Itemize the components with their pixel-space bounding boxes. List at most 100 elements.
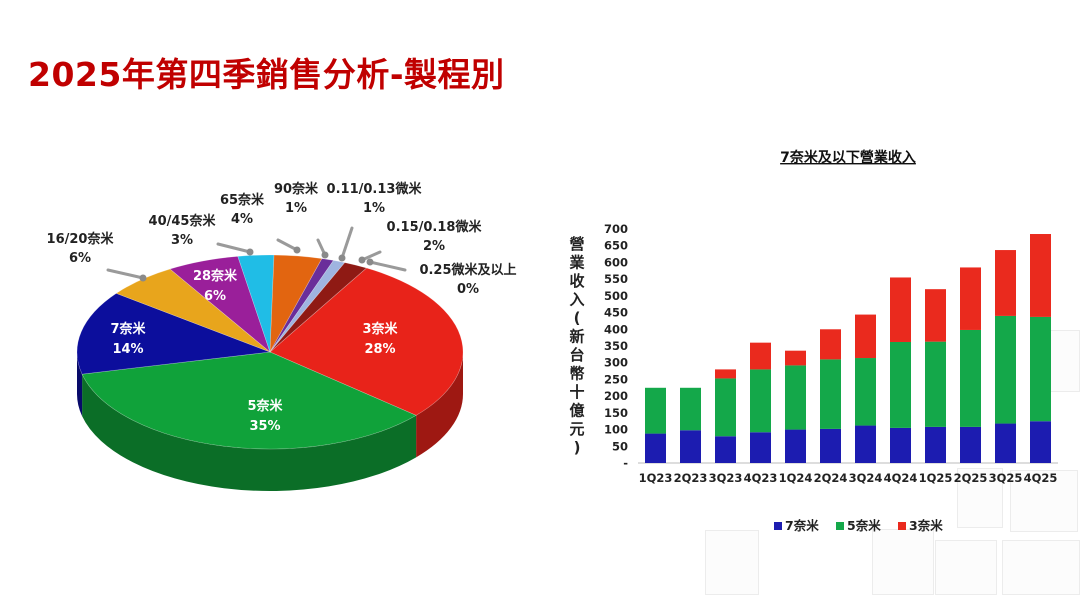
y-tick-label: 400 xyxy=(604,322,628,336)
pie-label-name: 28奈米 xyxy=(193,268,238,284)
x-tick-label: 4Q24 xyxy=(884,471,918,485)
y-axis-label-char: 十 xyxy=(569,383,584,401)
background-tile xyxy=(705,530,759,595)
bar-segment-7奈米-1Q25 xyxy=(925,426,946,463)
pie-label-name: 3奈米 xyxy=(362,321,398,337)
bar-segment-5奈米-3Q24 xyxy=(855,358,876,426)
bar-segment-5奈米-4Q25 xyxy=(1030,316,1051,422)
bar-segment-3奈米-3Q24 xyxy=(855,314,876,359)
background-tile xyxy=(957,468,1003,528)
pie-slice-0.15/0.18微米 xyxy=(269,262,368,353)
bar-segment-7奈米-3Q23 xyxy=(715,436,736,463)
bar-segment-3奈米-2Q25 xyxy=(960,267,981,330)
y-tick-label: 350 xyxy=(604,339,628,353)
y-tick-label: 200 xyxy=(604,389,628,403)
y-tick-label: 550 xyxy=(604,272,628,286)
leader-line xyxy=(216,242,252,254)
bar-segment-5奈米-2Q25 xyxy=(960,329,981,427)
pie-label-name: 40/45奈米 xyxy=(149,213,217,229)
bar-segment-5奈米-3Q23 xyxy=(715,378,736,437)
legend-swatch-5奈米 xyxy=(836,522,844,530)
bar-segment-5奈米-1Q25 xyxy=(925,341,946,427)
x-tick-label: 1Q24 xyxy=(779,471,813,485)
pie-label-percent: 6% xyxy=(69,251,91,266)
y-axis-label-char: 億 xyxy=(569,402,584,420)
bar-segment-7奈米-2Q25 xyxy=(960,426,981,463)
background-tile xyxy=(1010,470,1078,532)
leader-dot xyxy=(139,274,147,282)
leader-line xyxy=(106,268,145,280)
leader-line xyxy=(368,260,407,272)
pie-label-name: 65奈米 xyxy=(220,192,265,208)
y-tick-label: 700 xyxy=(604,222,628,236)
bar-segment-3奈米-1Q24 xyxy=(785,350,806,366)
bar-segment-5奈米-1Q24 xyxy=(785,365,806,430)
y-tick-label: 600 xyxy=(604,255,628,269)
y-axis-label-char: 營 xyxy=(569,235,584,253)
bar-segment-3奈米-3Q23 xyxy=(715,369,736,379)
bar-segment-7奈米-4Q25 xyxy=(1030,421,1051,463)
legend-label: 3奈米 xyxy=(909,518,943,533)
pie-label-name: 90奈米 xyxy=(274,181,319,197)
pie-slice-65奈米 xyxy=(269,254,323,353)
leader-dot xyxy=(358,256,366,264)
bar-segment-5奈米-2Q23 xyxy=(680,387,701,431)
pie-side-7奈米 xyxy=(77,352,83,417)
pie-slice-40/45奈米 xyxy=(237,254,275,353)
pie-label-percent: 6% xyxy=(204,289,226,304)
bar-segment-5奈米-2Q24 xyxy=(820,359,841,429)
bar-segment-7奈米-1Q23 xyxy=(645,433,666,463)
pie-label-percent: 28% xyxy=(364,342,395,357)
pie-slice-28奈米 xyxy=(169,256,271,353)
bar-segment-3奈米-3Q25 xyxy=(995,250,1016,316)
bar-segment-5奈米-4Q24 xyxy=(890,341,911,428)
leader-dot xyxy=(293,246,301,254)
pie-label-percent: 0% xyxy=(457,282,479,297)
x-tick-label: 3Q25 xyxy=(989,471,1023,485)
bar-segment-7奈米-2Q23 xyxy=(680,430,701,463)
y-tick-label: 50 xyxy=(612,439,628,453)
y-axis-label-char: 新 xyxy=(569,328,584,346)
y-tick-label: 100 xyxy=(604,423,628,437)
bar-segment-7奈米-4Q24 xyxy=(890,427,911,463)
x-tick-label: 4Q25 xyxy=(1024,471,1058,485)
legend-label: 5奈米 xyxy=(847,518,881,533)
background-tile xyxy=(935,540,997,595)
y-tick-label: 650 xyxy=(604,239,628,253)
bar-chart-title: 7奈米及以下營業收入 xyxy=(780,149,916,166)
bar-segment-5奈米-4Q23 xyxy=(750,369,771,433)
legend-swatch-3奈米 xyxy=(898,522,906,530)
pie-label-percent: 2% xyxy=(423,239,445,254)
pie-label-name: 16/20奈米 xyxy=(47,231,115,247)
pie-label-percent: 4% xyxy=(231,212,253,227)
x-tick-label: 3Q23 xyxy=(709,471,743,485)
pie-label-name: 0.25微米及以上 xyxy=(419,262,516,278)
x-tick-label: 2Q25 xyxy=(954,471,988,485)
y-axis-label-char: 入 xyxy=(569,291,584,309)
bar-segment-7奈米-4Q23 xyxy=(750,432,771,463)
y-tick-label: 150 xyxy=(604,406,628,420)
y-axis-label-char: 收 xyxy=(569,272,584,290)
pie-label-percent: 14% xyxy=(112,342,143,357)
x-tick-label: 2Q23 xyxy=(674,471,708,485)
bar-segment-3奈米-4Q23 xyxy=(750,342,771,370)
y-axis-label-char: ) xyxy=(574,439,581,457)
bar-segment-7奈米-1Q24 xyxy=(785,429,806,463)
y-tick-label: 500 xyxy=(604,289,628,303)
bar-segment-7奈米-3Q25 xyxy=(995,423,1016,463)
pie-label-name: 0.11/0.13微米 xyxy=(327,181,423,197)
leader-dot xyxy=(246,248,254,256)
legend-label: 7奈米 xyxy=(785,518,819,533)
pie-slice-5奈米 xyxy=(81,351,417,450)
bar-segment-3奈米-1Q25 xyxy=(925,289,946,342)
bar-segment-3奈米-2Q24 xyxy=(820,329,841,360)
y-tick-label: 250 xyxy=(604,372,628,386)
pie-label-percent: 35% xyxy=(249,419,280,434)
x-tick-label: 1Q25 xyxy=(919,471,953,485)
pie-label-name: 5奈米 xyxy=(247,398,283,414)
pie-slice-7奈米 xyxy=(76,293,271,375)
bar-segment-3奈米-4Q24 xyxy=(890,277,911,342)
y-axis-label-char: 台 xyxy=(569,346,584,364)
y-axis-label-char: 業 xyxy=(568,254,585,272)
